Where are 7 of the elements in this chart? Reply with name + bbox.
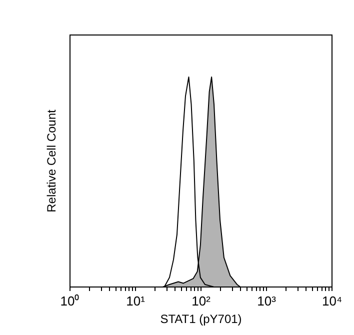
x-tick-label: 10⁰ <box>60 293 80 308</box>
x-tick-label: 10¹ <box>126 293 146 308</box>
x-tick-label: 10³ <box>257 293 277 308</box>
x-axis-title: STAT1 (pY701) <box>160 312 242 326</box>
y-axis-title: Relative Cell Count <box>44 108 58 212</box>
x-tick-label: 10² <box>192 293 212 308</box>
x-tick-label: 10⁴ <box>322 293 342 308</box>
